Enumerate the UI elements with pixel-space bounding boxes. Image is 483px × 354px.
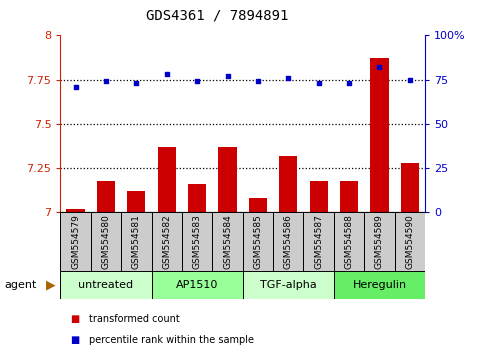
Bar <box>121 212 152 271</box>
Bar <box>395 212 425 271</box>
Bar <box>334 212 364 271</box>
Text: GSM554589: GSM554589 <box>375 214 384 269</box>
Bar <box>157 147 176 212</box>
Point <box>102 79 110 84</box>
Text: transformed count: transformed count <box>89 314 180 324</box>
Text: GSM554584: GSM554584 <box>223 214 232 269</box>
Text: ▶: ▶ <box>46 279 56 291</box>
Bar <box>182 212 213 271</box>
Point <box>193 79 201 84</box>
Text: ■: ■ <box>70 314 79 324</box>
Text: GSM554579: GSM554579 <box>71 214 80 269</box>
Bar <box>127 191 145 212</box>
Bar <box>364 212 395 271</box>
Bar <box>152 212 182 271</box>
Point <box>224 73 231 79</box>
Text: GSM554586: GSM554586 <box>284 214 293 269</box>
Bar <box>249 198 267 212</box>
Bar <box>91 212 121 271</box>
Bar <box>334 271 425 299</box>
Text: GSM554581: GSM554581 <box>132 214 141 269</box>
Text: untreated: untreated <box>78 280 133 290</box>
Text: GSM554588: GSM554588 <box>344 214 354 269</box>
Bar <box>218 147 237 212</box>
Point <box>345 80 353 86</box>
Bar <box>188 184 206 212</box>
Bar <box>243 271 334 299</box>
Text: agent: agent <box>5 280 37 290</box>
Text: GDS4361 / 7894891: GDS4361 / 7894891 <box>146 9 288 23</box>
Bar <box>310 181 328 212</box>
Bar <box>243 212 273 271</box>
Bar <box>370 58 389 212</box>
Bar <box>401 163 419 212</box>
Text: ■: ■ <box>70 335 79 345</box>
Bar <box>60 212 91 271</box>
Point <box>284 75 292 81</box>
Bar <box>60 271 152 299</box>
Bar <box>67 209 85 212</box>
Point <box>132 80 140 86</box>
Text: GSM554582: GSM554582 <box>162 214 171 269</box>
Text: GSM554585: GSM554585 <box>254 214 262 269</box>
Text: GSM554590: GSM554590 <box>405 214 414 269</box>
Point <box>376 64 384 70</box>
Point <box>315 80 323 86</box>
Text: AP1510: AP1510 <box>176 280 218 290</box>
Text: GSM554583: GSM554583 <box>193 214 201 269</box>
Point <box>254 79 262 84</box>
Point <box>71 84 79 90</box>
Bar <box>340 181 358 212</box>
Text: GSM554587: GSM554587 <box>314 214 323 269</box>
Bar <box>97 181 115 212</box>
Text: percentile rank within the sample: percentile rank within the sample <box>89 335 255 345</box>
Bar <box>303 212 334 271</box>
Point <box>163 72 170 77</box>
Text: TGF-alpha: TGF-alpha <box>260 280 317 290</box>
Text: Heregulin: Heregulin <box>353 280 407 290</box>
Bar <box>152 271 243 299</box>
Bar <box>279 156 298 212</box>
Bar <box>273 212 303 271</box>
Bar <box>213 212 243 271</box>
Point <box>406 77 414 82</box>
Text: GSM554580: GSM554580 <box>101 214 111 269</box>
